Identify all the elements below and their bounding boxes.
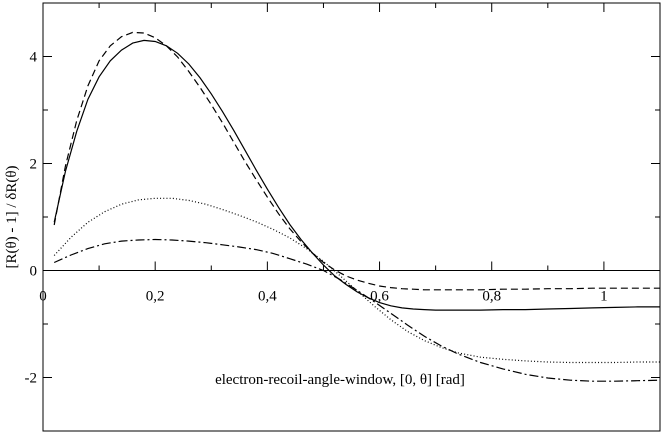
x-tick-label: 0,2 bbox=[146, 289, 165, 305]
y-tick-label: -2 bbox=[25, 371, 38, 387]
y-tick-label: 4 bbox=[30, 50, 38, 66]
x-tick-label: 0 bbox=[39, 289, 47, 305]
plot-frame bbox=[42, 2, 661, 432]
x-tick-label: 1 bbox=[600, 289, 608, 305]
series-line-dotted bbox=[53, 197, 660, 364]
x-tick-label: 0,4 bbox=[258, 289, 277, 305]
series-line-solid bbox=[53, 39, 660, 311]
y-axis-title: [R(θ) - 1] / δR(θ) bbox=[4, 165, 20, 268]
x-tick-label: 0,6 bbox=[370, 289, 389, 305]
x-tick-label: 0,8 bbox=[482, 289, 501, 305]
y-tick-label: 2 bbox=[30, 157, 38, 173]
series-line-dashdot bbox=[53, 238, 661, 382]
x-axis-title: electron-recoil-angle-window, [0, θ] [ra… bbox=[215, 372, 465, 388]
series-line-dashed bbox=[53, 31, 660, 291]
y-tick-label: 0 bbox=[30, 264, 38, 280]
